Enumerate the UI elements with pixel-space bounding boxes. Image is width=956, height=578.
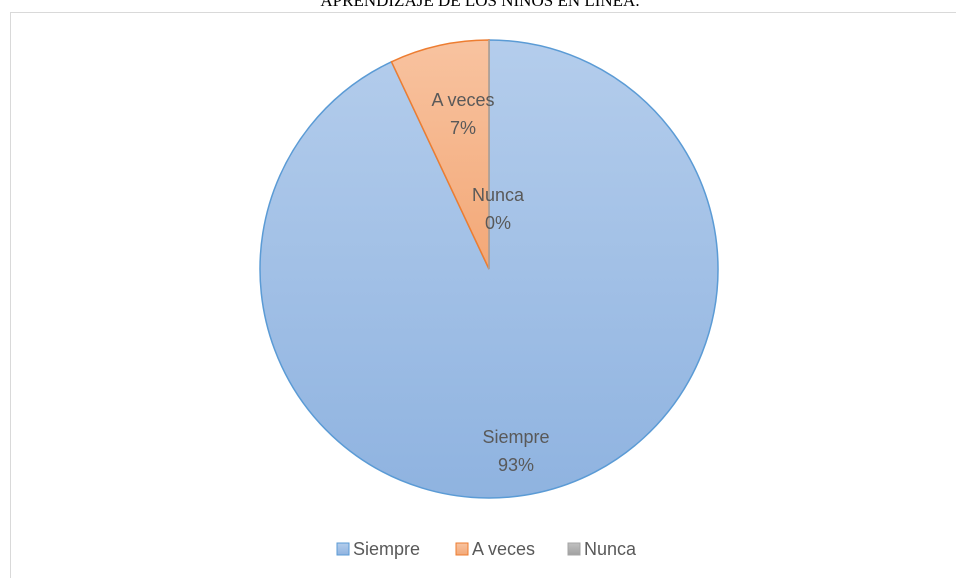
legend-label: Nunca [584,539,637,559]
slice-label-name: Siempre [482,427,549,447]
chart-frame [10,12,956,578]
slice-label-value: 7% [450,118,476,138]
chart-title: APRENDIZAJE DE LOS NIÑOS EN LÍNEA. [320,0,639,10]
slice-label-name: A veces [431,90,494,110]
legend-label: Siempre [353,539,420,559]
slice-label-name: Nunca [472,185,525,205]
legend-label: A veces [472,539,535,559]
slice-label-value: 0% [485,213,511,233]
slice-label-value: 93% [498,455,534,475]
legend-swatch [567,542,581,556]
legend-swatch [336,542,350,556]
legend-swatch [455,542,469,556]
